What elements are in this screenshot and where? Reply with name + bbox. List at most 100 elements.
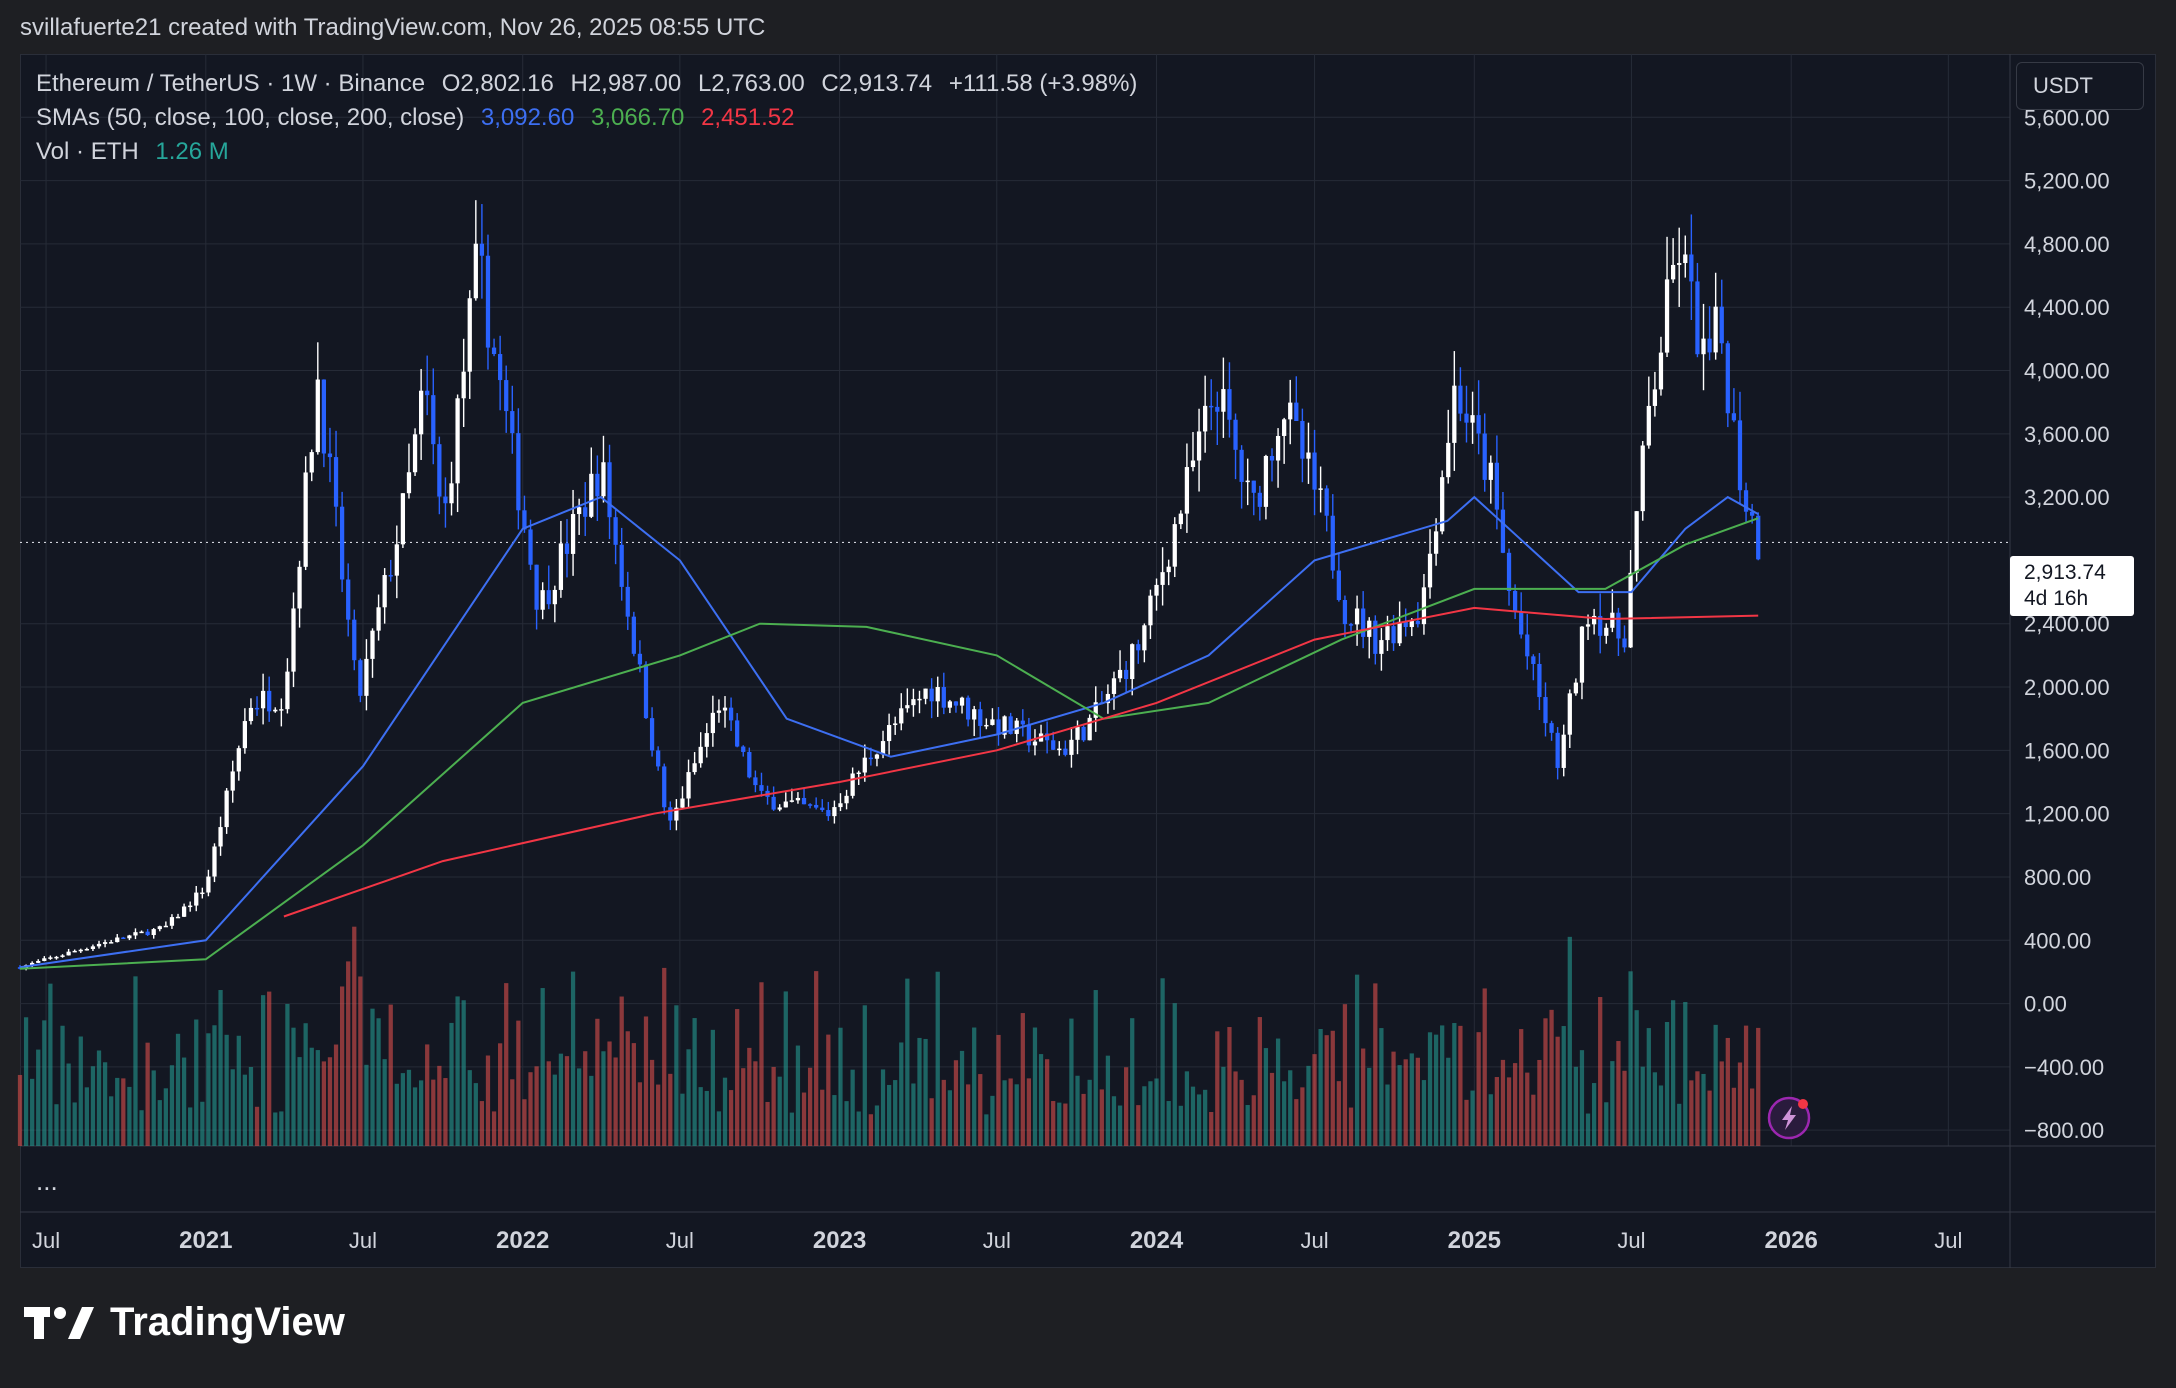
volume-bar — [72, 1102, 77, 1146]
change-value: +111.58 (+3.98%) — [948, 70, 1138, 97]
volume-bar — [886, 1084, 892, 1146]
volume-bar — [1519, 1029, 1524, 1146]
high-value: H2,987.00 — [570, 70, 682, 97]
candle-body — [728, 707, 734, 721]
volume-bar — [1093, 990, 1098, 1146]
candle-body — [1245, 480, 1250, 483]
vol-value: 1.26 M — [155, 138, 229, 165]
volume-bar — [1683, 1001, 1688, 1146]
volume-bar — [1336, 1081, 1341, 1146]
vol-label[interactable]: Vol · ETH — [36, 138, 139, 165]
price-tick-label: 3,200.00 — [2024, 485, 2110, 510]
volume-bar — [1731, 1087, 1737, 1146]
volume-bar — [978, 1074, 983, 1146]
volume-bar — [959, 1050, 965, 1146]
candle-body — [826, 810, 831, 817]
candle-body — [1664, 279, 1670, 353]
candle-body — [1415, 620, 1420, 625]
volume-bar — [801, 1092, 807, 1146]
candle-body — [771, 796, 776, 810]
candle-body — [315, 379, 320, 453]
candle-body — [327, 453, 333, 458]
candle-body — [1263, 455, 1269, 507]
volume-bar — [449, 1022, 454, 1146]
volume-bar — [589, 1075, 594, 1146]
candle-body — [686, 772, 691, 799]
volume-bar — [558, 1053, 564, 1146]
candle-body — [485, 255, 491, 348]
candle-body — [1397, 621, 1402, 644]
candle-body — [212, 846, 217, 877]
candle-body — [1561, 734, 1566, 768]
candle-body — [181, 906, 187, 917]
volume-bar — [534, 1066, 539, 1146]
volume-bar — [96, 1050, 102, 1146]
volume-bar — [321, 1061, 327, 1146]
volume-bar — [510, 1079, 515, 1146]
volume-bar — [346, 961, 351, 1146]
more-button[interactable]: ... — [36, 1166, 58, 1196]
candle-body — [510, 411, 515, 434]
candle-body — [1184, 467, 1190, 514]
volume-bar — [1136, 1105, 1141, 1146]
candle-body — [358, 660, 363, 696]
candle-body — [959, 697, 965, 706]
volume-bar — [1124, 1067, 1129, 1146]
volume-bar — [601, 1051, 606, 1146]
volume-bar — [1367, 1067, 1372, 1146]
candle-body — [455, 398, 460, 484]
sma-label[interactable]: SMAs (50, close, 100, close, 200, close) — [36, 104, 465, 131]
volume-bar — [461, 1000, 466, 1146]
volume-bar — [953, 1060, 959, 1146]
candle-body — [1610, 612, 1615, 628]
volume-bar — [1160, 978, 1165, 1146]
candle-body — [1209, 405, 1214, 408]
time-tick-label: Jul — [1617, 1228, 1645, 1253]
candle-body — [710, 712, 715, 734]
volume-bar — [1543, 1018, 1548, 1146]
volume-bar — [893, 1080, 898, 1146]
candle-body — [522, 510, 527, 530]
candle-body — [254, 707, 260, 710]
volume-bar — [358, 976, 363, 1146]
volume-bar — [1263, 1048, 1269, 1146]
volume-bar — [631, 1043, 636, 1146]
candle-body — [473, 243, 478, 299]
volume-bar — [1130, 1018, 1135, 1146]
volume-bar — [1014, 1084, 1019, 1146]
volume-bar — [437, 1065, 442, 1146]
volume-bar — [121, 1078, 126, 1146]
volume-bar — [376, 1018, 381, 1146]
volume-bar — [1075, 1075, 1080, 1146]
volume-bar — [516, 1020, 521, 1146]
volume-bar — [1604, 1102, 1609, 1146]
volume-bar — [753, 1061, 758, 1146]
volume-bar — [996, 1034, 1001, 1146]
volume-bar — [820, 1089, 825, 1146]
volume-bar — [1324, 1035, 1329, 1146]
volume-bar — [613, 1057, 618, 1146]
volume-bar — [1044, 1059, 1050, 1146]
volume-bar — [595, 1018, 600, 1146]
volume-bar — [127, 1086, 132, 1146]
volume-bar — [364, 1064, 369, 1146]
candle-body — [1300, 420, 1305, 459]
candle-body — [607, 462, 612, 518]
candle-body — [1354, 608, 1360, 625]
currency-button[interactable]: USDT — [2016, 62, 2144, 110]
price-tick-label: 4,800.00 — [2024, 232, 2110, 257]
symbol-name[interactable]: Ethereum / TetherUS · 1W · Binance — [36, 70, 426, 97]
volume-bar — [291, 1027, 296, 1146]
volume-bar — [1652, 1072, 1658, 1146]
candle-body — [1537, 663, 1542, 698]
volume-bar — [662, 967, 667, 1146]
volume-bar — [242, 1074, 248, 1146]
candle-body — [558, 543, 564, 590]
volume-bar — [163, 1088, 168, 1146]
candle-body — [1628, 572, 1633, 648]
volume-bar — [1397, 1065, 1402, 1146]
candle-body — [1725, 343, 1730, 414]
volume-bar — [42, 1020, 47, 1146]
volume-bar — [1610, 1061, 1615, 1146]
